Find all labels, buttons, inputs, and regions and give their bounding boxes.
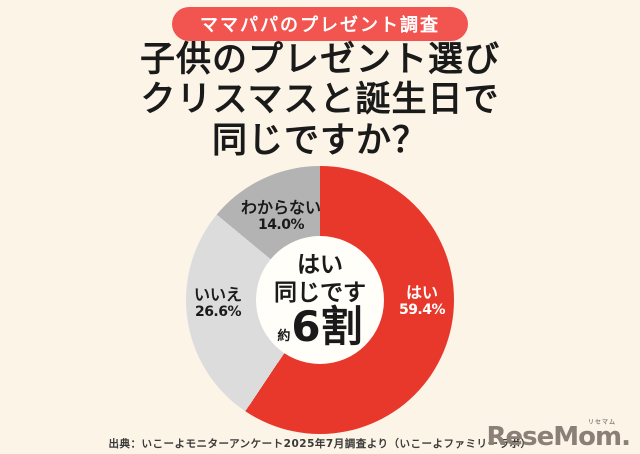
- center-text-line2: 同じです: [274, 280, 366, 307]
- survey-badge: ママパパのプレゼント調査: [172, 7, 468, 41]
- title-line-1: 子供のプレゼント選び: [139, 40, 500, 80]
- center-text-highlight: 約 6割: [277, 302, 363, 352]
- center-text-line1: はい: [297, 251, 343, 278]
- slice-label-yes: はい 59.4%: [388, 284, 456, 318]
- slice-no-percent: 26.6%: [194, 303, 242, 320]
- slice-no-name: いいえ: [193, 285, 242, 304]
- slice-dontknow-percent: 14.0%: [257, 216, 305, 233]
- slice-label-no: いいえ 26.6%: [184, 286, 252, 320]
- slice-label-dontknow: わからない 14.0%: [231, 199, 331, 233]
- slice-yes-name: はい: [405, 283, 438, 302]
- source-citation: 出典：いこーよモニターアンケート2025年7月調査より（いこーよファミリーラボ）: [108, 438, 532, 450]
- resemom-logo-dot: .: [621, 422, 631, 452]
- resemom-logo-ruby: リセマム: [587, 419, 616, 426]
- slice-yes-percent: 59.4%: [398, 301, 446, 318]
- title-line-3: 同じですか？: [211, 120, 428, 161]
- center-big-value: 6割: [291, 302, 363, 352]
- slice-dontknow-name: わからない: [240, 198, 321, 217]
- center-approx-prefix: 約: [277, 329, 291, 345]
- donut-center: はい 同じです 約 6割: [256, 236, 384, 364]
- resemom-logo-text: ReseMom: [486, 422, 623, 452]
- title-line-2: クリスマスと誕生日で: [140, 80, 500, 121]
- donut-chart-area: はい 同じです 約 6割 はい 59.4% いいえ 26.6% わからない 14…: [186, 166, 454, 434]
- resemom-logo: リセマム ReseMom.: [486, 420, 631, 452]
- survey-badge-label: ママパパのプレゼント調査: [200, 15, 440, 36]
- page-title: 子供のプレゼント選び クリスマスと誕生日で 同じですか？: [0, 40, 640, 161]
